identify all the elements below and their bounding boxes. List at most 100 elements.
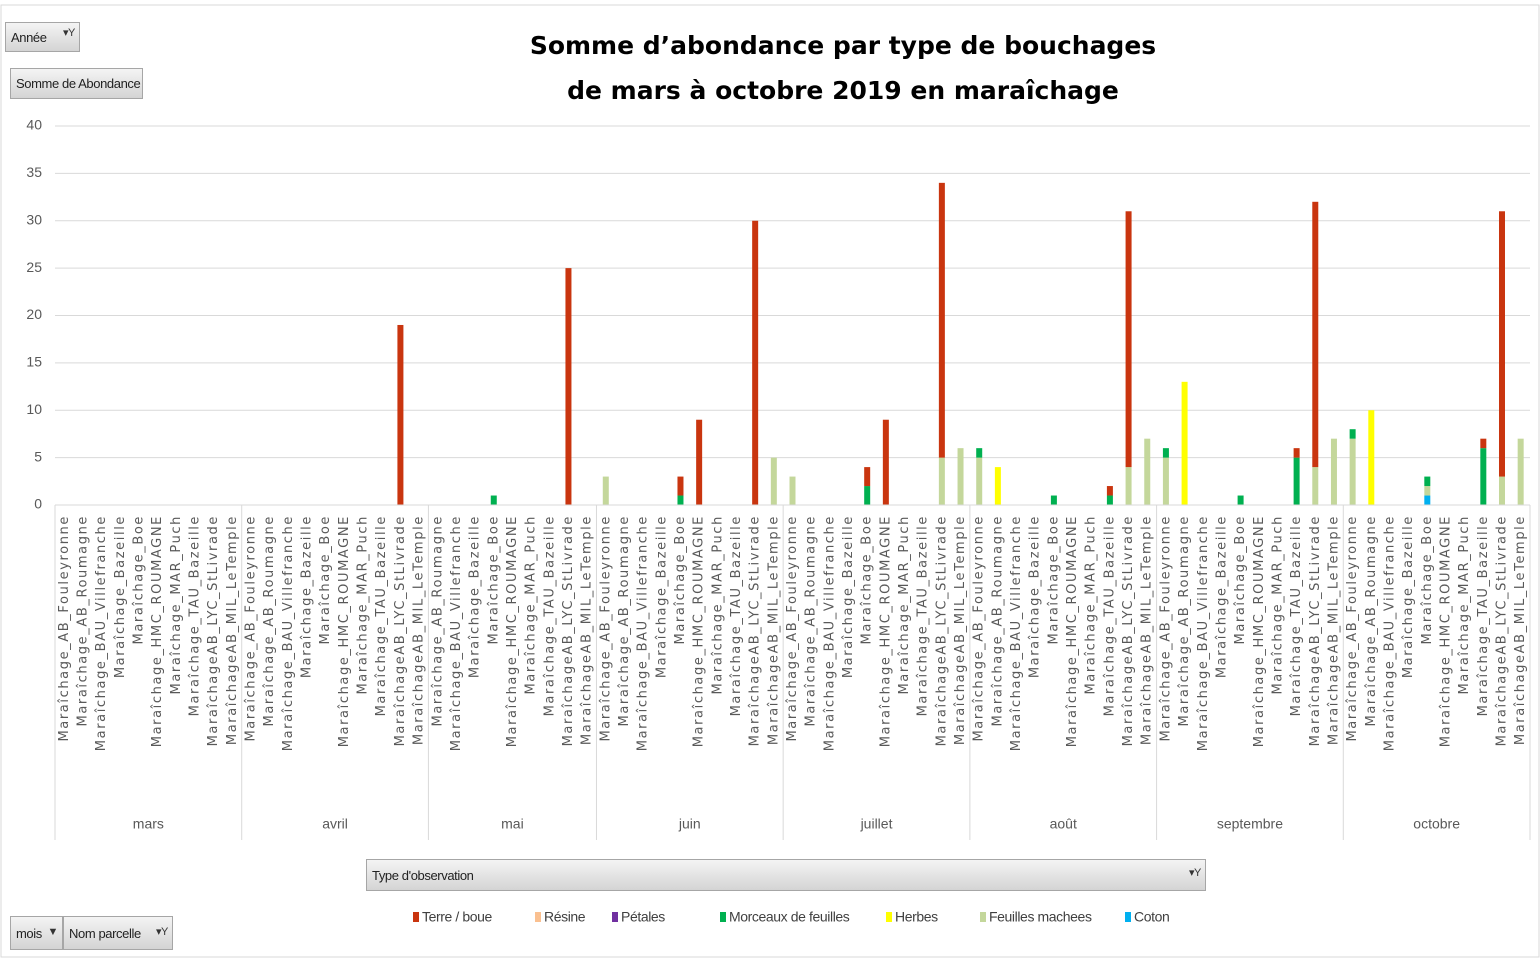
x-tick-label: Maraîchage_Boe bbox=[318, 515, 333, 644]
x-tick-label: Maraîchage_AB_Fouleyronne bbox=[1158, 515, 1173, 742]
bar-segment bbox=[677, 476, 684, 496]
bar-segment bbox=[1312, 467, 1319, 505]
bar-segment bbox=[1349, 438, 1356, 505]
x-tick-label: Maraîchage_HMC_ROUMAGNE bbox=[1252, 515, 1267, 747]
x-tick-label: MaraîchageAB_LYC_StLivrade bbox=[1494, 515, 1509, 746]
x-tick-label: Maraîchage_Bazeille bbox=[654, 515, 669, 678]
x-tick-label: MaraîchageAB_MIL_LeTemple bbox=[1326, 515, 1341, 745]
button-label: Nom parcelle bbox=[69, 925, 141, 941]
y-tick-label: 25 bbox=[26, 259, 42, 275]
legend-swatch bbox=[413, 912, 419, 922]
legend-swatch bbox=[612, 912, 618, 922]
y-tick-label: 10 bbox=[26, 401, 42, 417]
bar-segment bbox=[1480, 438, 1487, 449]
bar-segment bbox=[1424, 486, 1431, 496]
bar-segment bbox=[976, 457, 983, 505]
x-tick-label: Maraîchage_AB_Fouleyronne bbox=[598, 515, 613, 742]
filter-icon: ▾Y bbox=[1188, 867, 1201, 879]
x-tick-label: Maraîchage_BAU_Villefranche bbox=[1196, 515, 1211, 751]
x-tick-label: Maraîchage_AB_Fouleyronne bbox=[244, 515, 259, 742]
bar-segment bbox=[602, 476, 609, 505]
bar-segment bbox=[938, 457, 945, 505]
x-tick-label: Maraîchage_HMC_ROUMAGNE bbox=[337, 515, 352, 747]
bar-segment bbox=[864, 486, 871, 505]
group-label: mai bbox=[501, 816, 524, 832]
legend-label: Résine bbox=[544, 909, 586, 925]
x-tick-label: Maraîchage_MAR_Puch bbox=[356, 515, 371, 695]
x-tick-label: Maraîchage_HMC_ROUMAGNE bbox=[1065, 515, 1080, 747]
x-tick-label: Maraîchage_AB_Roumagne bbox=[262, 515, 277, 726]
x-tick-label: Maraîchage_AB_Fouleyronne bbox=[1345, 515, 1360, 742]
bar-segment bbox=[1517, 438, 1524, 505]
x-tick-label: Maraîchage_Bazeille bbox=[113, 515, 128, 678]
x-tick-label: Maraîchage_Boe bbox=[486, 515, 501, 644]
x-tick-label: Maraîchage_TAU_Bazeille bbox=[542, 515, 557, 716]
x-tick-label: Maraîchage_AB_Roumagne bbox=[1364, 515, 1379, 726]
parcel-field[interactable]: Nom parcelle ▾Y bbox=[63, 916, 173, 950]
group-label: avril bbox=[322, 816, 348, 832]
chart-title: de mars à octobre 2019 en maraîchage bbox=[567, 76, 1119, 105]
x-tick-label: MaraîchageAB_LYC_StLivrade bbox=[934, 515, 949, 746]
bar-segment bbox=[1050, 495, 1057, 505]
legend-field[interactable]: Type d'observation ▾Y bbox=[366, 859, 1206, 891]
legend-swatch bbox=[1125, 912, 1131, 922]
bar-segment bbox=[1181, 381, 1188, 505]
y-tick-label: 35 bbox=[26, 164, 42, 180]
x-tick-label: Maraîchage_MAR_Puch bbox=[1084, 515, 1099, 695]
legend-label: Herbes bbox=[895, 909, 938, 925]
x-tick-label: Maraîchage_HMC_ROUMAGNE bbox=[1438, 515, 1453, 747]
x-tick-label: Maraîchage_MAR_Puch bbox=[710, 515, 725, 695]
x-tick-label: MaraîchageAB_MIL_LeTemple bbox=[225, 515, 240, 745]
bar-segment bbox=[1293, 457, 1300, 505]
x-tick-label: Maraîchage_Bazeille bbox=[468, 515, 483, 678]
x-tick-label: MaraîchageAB_LYC_StLivrade bbox=[206, 515, 221, 746]
x-tick-label: Maraîchage_BAU_Villefranche bbox=[1009, 515, 1024, 751]
bar-segment bbox=[976, 448, 983, 458]
x-tick-label: Maraîchage_Bazeille bbox=[1028, 515, 1043, 678]
y-tick-label: 0 bbox=[34, 496, 42, 512]
x-tick-label: Maraîchage_AB_Roumagne bbox=[76, 515, 91, 726]
y-tick-label: 15 bbox=[26, 354, 42, 370]
group-label: septembre bbox=[1217, 816, 1283, 832]
bar-segment bbox=[490, 495, 497, 505]
x-tick-label: Maraîchage_BAU_Villefranche bbox=[94, 515, 109, 751]
button-label: mois bbox=[16, 925, 42, 941]
bar-segment bbox=[957, 448, 964, 505]
x-tick-label: MaraîchageAB_MIL_LeTemple bbox=[953, 515, 968, 745]
bar-segment bbox=[1125, 211, 1132, 468]
group-label: mars bbox=[133, 816, 164, 832]
x-tick-label: Maraîchage_BAU_Villefranche bbox=[822, 515, 837, 751]
x-tick-label: Maraîchage_HMC_ROUMAGNE bbox=[878, 515, 893, 747]
bar-segment bbox=[789, 476, 796, 505]
bar-segment bbox=[565, 268, 572, 505]
y-tick-label: 5 bbox=[34, 448, 42, 464]
chart-title: Somme d’abondance par type de bouchages bbox=[530, 31, 1156, 60]
bar-segment bbox=[1368, 410, 1375, 505]
value-field[interactable]: Somme de Abondance bbox=[10, 68, 143, 99]
x-tick-label: Maraîchage_Boe bbox=[1046, 515, 1061, 644]
group-label: juillet bbox=[860, 816, 893, 832]
legend-label: Morceaux de feuilles bbox=[729, 909, 850, 925]
x-tick-label: Maraîchage_TAU_Bazeille bbox=[1102, 515, 1117, 716]
x-tick-label: Maraîchage_Bazeille bbox=[300, 515, 315, 678]
x-tick-label: Maraîchage_TAU_Bazeille bbox=[188, 515, 203, 716]
x-tick-label: Maraîchage_MAR_Puch bbox=[524, 515, 539, 695]
bar-segment bbox=[882, 419, 889, 505]
bar-segment bbox=[864, 467, 871, 487]
x-tick-label: Maraîchage_AB_Fouleyronne bbox=[57, 515, 72, 742]
bar-segment bbox=[1349, 429, 1356, 439]
month-field[interactable]: mois ▼ bbox=[10, 916, 63, 950]
x-tick-label: Maraîchage_Boe bbox=[1420, 515, 1435, 644]
year-filter[interactable]: Année ▾Y bbox=[5, 22, 80, 52]
bar-segment bbox=[994, 467, 1001, 505]
x-tick-label: MaraîchageAB_MIL_LeTemple bbox=[412, 515, 427, 745]
x-tick-label: Maraîchage_AB_Roumagne bbox=[1177, 515, 1192, 726]
filter-icon: ▾Y bbox=[155, 926, 168, 938]
chart-border bbox=[0, 4, 1540, 958]
legend-label: Coton bbox=[1134, 909, 1169, 925]
x-tick-label: MaraîchageAB_LYC_StLivrade bbox=[561, 515, 576, 746]
bar-segment bbox=[1162, 448, 1169, 458]
x-tick-label: Maraîchage_BAU_Villefranche bbox=[636, 515, 651, 751]
group-label: juin bbox=[678, 816, 701, 832]
